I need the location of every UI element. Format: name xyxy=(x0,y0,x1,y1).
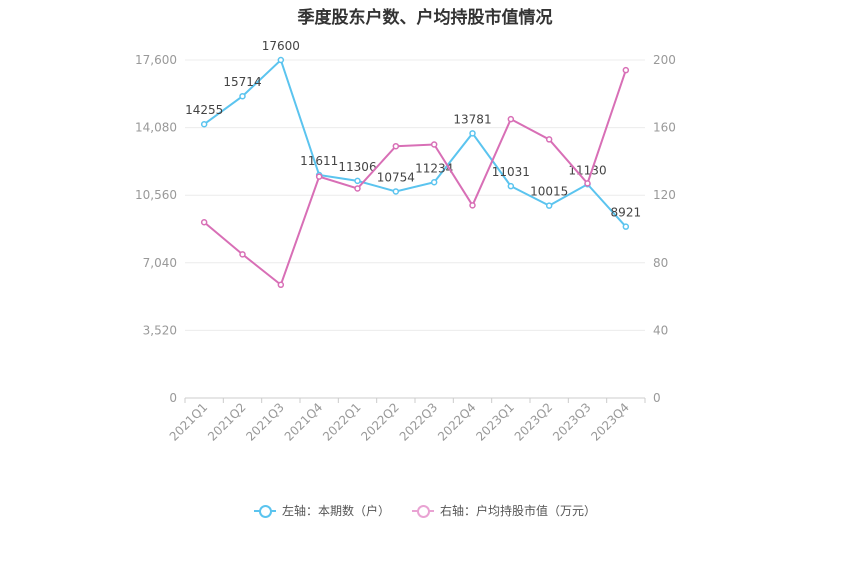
legend-marker-icon xyxy=(412,504,434,518)
data-label: 11234 xyxy=(415,161,453,175)
data-point xyxy=(354,185,361,192)
data-point xyxy=(277,281,285,289)
data-point xyxy=(239,92,246,100)
x-axis-tick-label: 2021Q3 xyxy=(243,400,287,444)
right-axis-tick-label: 200 xyxy=(653,53,676,67)
left-axis-tick-label: 17,600 xyxy=(135,53,177,67)
x-axis-tick-label: 2022Q2 xyxy=(358,400,402,444)
data-point xyxy=(277,56,285,64)
data-point xyxy=(430,179,438,186)
data-label: 10754 xyxy=(377,170,415,184)
data-label: 14255 xyxy=(185,103,223,117)
data-point xyxy=(507,182,515,190)
data-label: 11611 xyxy=(300,154,338,168)
data-label: 11031 xyxy=(492,165,530,179)
legend: 左轴：本期数（户） 右轴：户均持股市值（万元） xyxy=(0,502,850,519)
left-axis-tick-label: 14,080 xyxy=(135,121,177,135)
data-label: 8921 xyxy=(611,206,642,220)
left-axis-tick-label: 0 xyxy=(169,391,177,405)
x-axis-tick-label: 2021Q2 xyxy=(205,400,249,444)
data-point xyxy=(430,141,438,148)
left-axis-tick-label: 3,520 xyxy=(143,323,177,337)
data-point xyxy=(239,251,246,258)
data-label: 13781 xyxy=(453,112,491,126)
data-point xyxy=(469,202,476,209)
right-axis-tick-label: 160 xyxy=(653,121,676,135)
series-line-2 xyxy=(203,69,627,287)
data-point xyxy=(392,142,400,150)
x-axis-tick-label: 2023Q1 xyxy=(473,400,517,444)
x-axis-tick-label: 2022Q1 xyxy=(320,400,364,444)
data-point xyxy=(354,177,361,185)
data-point xyxy=(545,202,553,209)
data-point xyxy=(200,120,208,128)
right-axis-tick-label: 40 xyxy=(653,323,668,337)
legend-label: 左轴：本期数（户） xyxy=(281,504,390,518)
chart-title: 季度股东户数、户均持股市值情况 xyxy=(297,8,553,28)
x-axis-tick-label: 2021Q1 xyxy=(167,400,211,444)
x-axis-tick-label: 2021Q4 xyxy=(282,400,326,444)
data-point xyxy=(507,115,515,123)
data-label: 11130 xyxy=(568,163,606,177)
x-axis-tick-label: 2022Q3 xyxy=(397,400,441,444)
legend-label: 右轴：户均持股市值（万元） xyxy=(440,504,597,518)
legend-marker-icon xyxy=(253,504,276,518)
right-axis-tick-label: 0 xyxy=(653,391,661,405)
x-axis-tick-label: 2022Q4 xyxy=(435,400,479,444)
legend-item-left-series[interactable]: 左轴：本期数（户） xyxy=(253,502,390,519)
right-axis-tick-label: 80 xyxy=(653,256,668,270)
data-label: 17600 xyxy=(262,39,300,53)
right-axis-tick-label: 120 xyxy=(653,188,676,202)
data-point xyxy=(584,180,591,187)
data-point xyxy=(622,223,630,230)
x-axis-tick-label: 2023Q4 xyxy=(588,400,632,444)
x-axis-tick-label: 2023Q3 xyxy=(550,400,594,444)
data-point xyxy=(469,130,476,137)
legend-item-right-series[interactable]: 右轴：户均持股市值（万元） xyxy=(412,502,596,519)
series-line-1 xyxy=(203,58,627,228)
data-point xyxy=(392,188,400,195)
data-label: 15714 xyxy=(223,75,261,89)
data-point xyxy=(315,173,323,180)
x-axis-tick-label: 2023Q2 xyxy=(512,400,556,444)
data-point xyxy=(200,218,208,226)
data-point xyxy=(545,136,553,143)
left-axis-tick-label: 7,040 xyxy=(143,256,177,270)
data-label: 11306 xyxy=(338,160,376,174)
data-point xyxy=(622,66,630,74)
left-axis-tick-label: 10,560 xyxy=(135,188,177,202)
data-label: 10015 xyxy=(530,185,568,199)
